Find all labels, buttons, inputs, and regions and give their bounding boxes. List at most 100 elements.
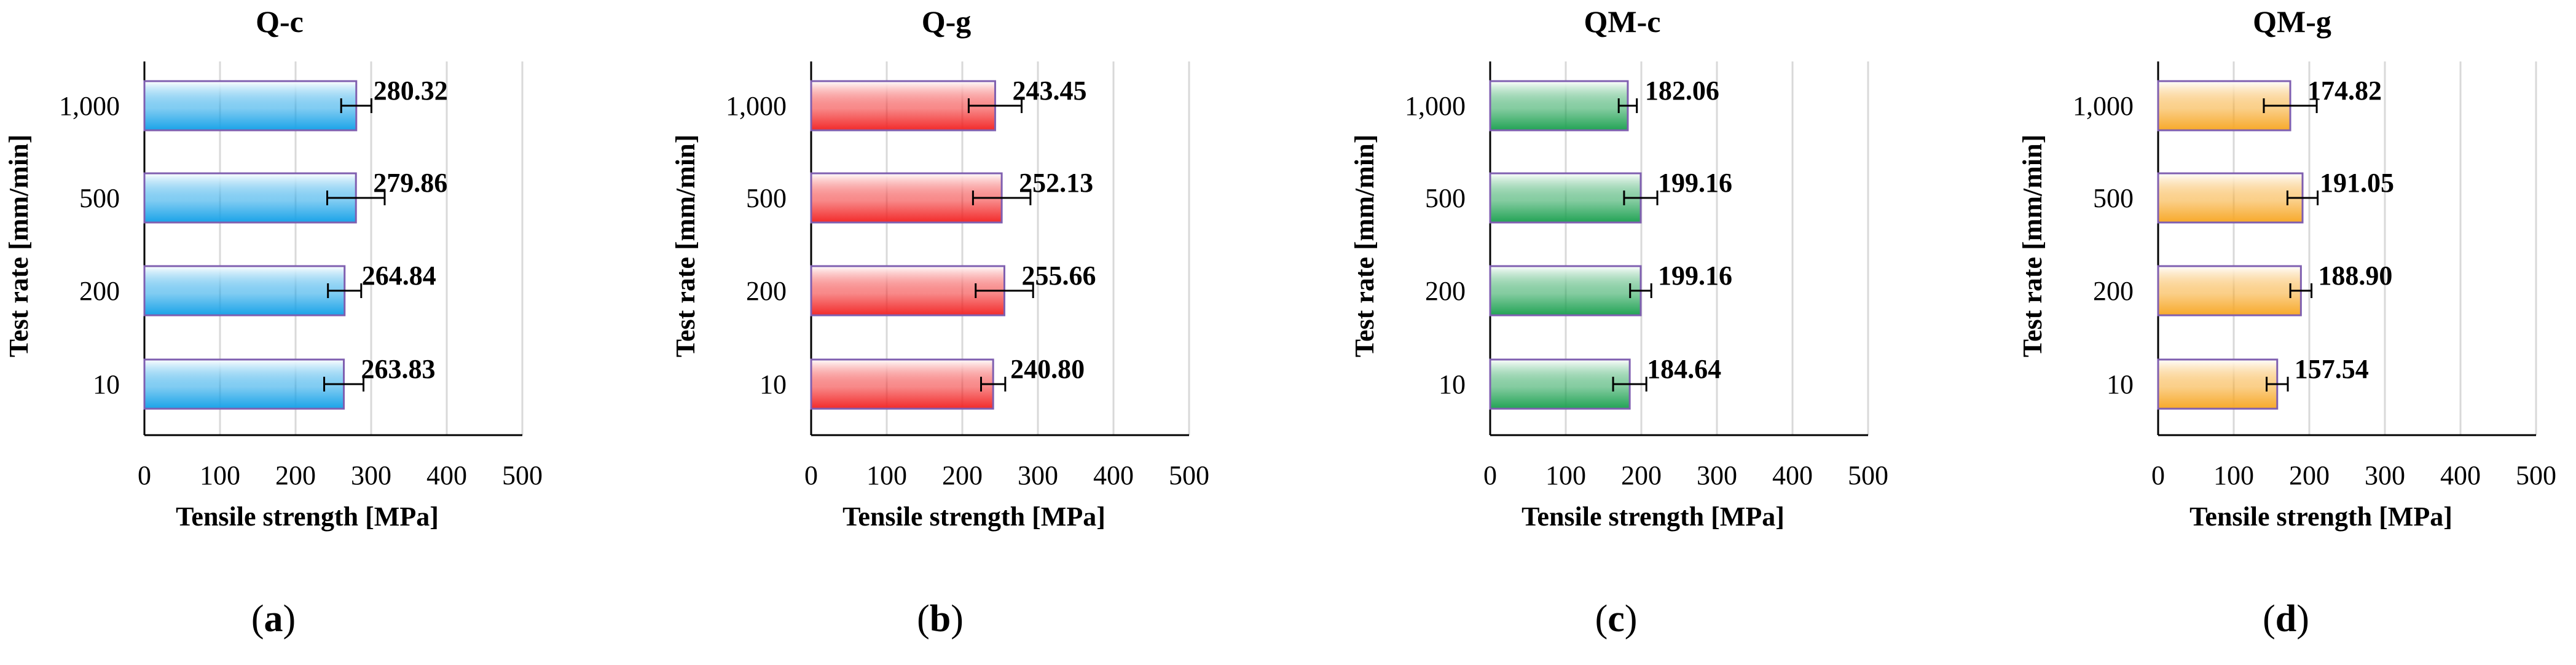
bar (810, 358, 994, 410)
bar (2157, 358, 2279, 410)
x-tick-label: 100 (1545, 460, 1586, 490)
x-tick-label: 500 (1169, 460, 1209, 490)
data-label: 252.13 (1019, 168, 1093, 198)
panel-label: (b) (917, 598, 964, 640)
error-bar (327, 283, 363, 298)
x-tick-label: 0 (138, 460, 151, 490)
x-tick-label: 500 (502, 460, 543, 490)
x-tick-label: 300 (1018, 460, 1058, 490)
error-bar (2266, 377, 2289, 392)
panel-d: QM-g 174.82 1,000 191.05 500 188.90 200 157.54 1… (2017, 4, 2556, 640)
x-tick-label: 100 (200, 460, 240, 490)
x-tick-label: 0 (804, 460, 818, 490)
y-tick-label: 200 (2093, 276, 2134, 306)
x-tick-label: 200 (2289, 460, 2330, 490)
bar (143, 80, 358, 132)
bar (1489, 172, 1642, 224)
x-axis-label: Tensile strength [MPa] (1522, 502, 1785, 532)
x-axis-label: Tensile strength [MPa] (842, 502, 1105, 532)
y-tick-label: 10 (760, 369, 787, 399)
x-tick-label: 400 (1772, 460, 1813, 490)
data-label: 157.54 (2295, 354, 2369, 384)
bar (143, 265, 346, 317)
y-axis-label: Test rate [mm/min] (2017, 135, 2048, 358)
y-tick-label: 500 (1425, 183, 1466, 213)
y-tick-label: 1,000 (726, 91, 787, 121)
y-axis-label: Test rate [mm/min] (4, 135, 34, 358)
bar (1489, 265, 1642, 317)
data-label: 255.66 (1021, 261, 1096, 291)
x-tick-label: 200 (942, 460, 983, 490)
bar (1489, 80, 1629, 132)
data-label: 199.16 (1658, 261, 1732, 291)
data-label: 240.80 (1010, 354, 1085, 384)
panel-b: Q-g 243.45 1,000 252.13 500 255.66 200 240.80 10… (670, 4, 1209, 640)
data-label: 280.32 (374, 76, 448, 106)
chart-title: Q-g (922, 4, 972, 39)
error-bar (2289, 283, 2313, 298)
x-tick-label: 400 (1093, 460, 1134, 490)
chart-title: QM-g (2253, 4, 2331, 39)
error-bar (975, 283, 1034, 298)
x-tick-label: 500 (2516, 460, 2556, 490)
error-bar (980, 377, 1007, 392)
data-label: 264.84 (362, 261, 436, 291)
y-tick-label: 1,000 (59, 91, 120, 121)
x-tick-label: 200 (1621, 460, 1662, 490)
x-tick-label: 400 (2440, 460, 2481, 490)
data-label: 182.06 (1645, 76, 1719, 106)
data-label: 184.64 (1647, 354, 1721, 384)
bar (810, 80, 996, 132)
bar (143, 358, 345, 410)
y-tick-label: 200 (79, 276, 120, 306)
data-label: 243.45 (1012, 76, 1086, 106)
error-bar (2263, 98, 2318, 113)
y-tick-label: 500 (746, 183, 787, 213)
x-axis-label: Tensile strength [MPa] (2189, 502, 2452, 532)
error-bar (967, 98, 1023, 113)
data-label: 188.90 (2318, 261, 2392, 291)
error-bar (2286, 191, 2319, 205)
error-bar (326, 191, 386, 205)
y-tick-label: 10 (1439, 369, 1466, 399)
x-tick-label: 500 (1848, 460, 1888, 490)
panel-label: (d) (2263, 598, 2309, 640)
x-tick-label: 300 (2365, 460, 2405, 490)
y-tick-label: 500 (2093, 183, 2134, 213)
x-tick-label: 100 (866, 460, 907, 490)
error-bar (323, 377, 364, 392)
y-tick-label: 1,000 (2073, 91, 2134, 121)
y-tick-label: 1,000 (1405, 91, 1466, 121)
error-bar (1617, 98, 1638, 113)
y-tick-label: 200 (1425, 276, 1466, 306)
error-bar (1629, 283, 1652, 298)
data-label: 263.83 (361, 354, 436, 384)
chart-title: QM-c (1584, 4, 1661, 39)
panel-label: (a) (251, 598, 296, 640)
x-tick-label: 200 (275, 460, 316, 490)
panel-c: QM-c 182.06 1,000 199.16 500 199.16 200 184.64 1… (1349, 4, 1888, 640)
error-bar (1623, 191, 1659, 205)
data-label: 174.82 (2307, 76, 2382, 106)
bar (810, 265, 1005, 317)
bar (1489, 358, 1631, 410)
bar (2157, 172, 2304, 224)
y-tick-label: 500 (79, 183, 120, 213)
error-bar (1612, 377, 1647, 392)
panel-a: Q-c 280.32 1,000 279.86 500 264.84 200 263.83 10… (4, 4, 543, 640)
x-tick-label: 300 (351, 460, 391, 490)
error-bar (972, 191, 1032, 205)
panel-label: (c) (1595, 598, 1638, 640)
y-tick-label: 10 (2107, 369, 2134, 399)
y-tick-label: 200 (746, 276, 787, 306)
error-bar (340, 98, 372, 113)
x-axis-label: Tensile strength [MPa] (176, 502, 439, 532)
y-tick-label: 10 (93, 369, 120, 399)
x-tick-label: 0 (2151, 460, 2165, 490)
data-label: 279.86 (373, 168, 447, 198)
x-tick-label: 100 (2213, 460, 2254, 490)
y-axis-label: Test rate [mm/min] (670, 135, 701, 358)
x-tick-label: 0 (1483, 460, 1497, 490)
x-tick-label: 300 (1697, 460, 1737, 490)
